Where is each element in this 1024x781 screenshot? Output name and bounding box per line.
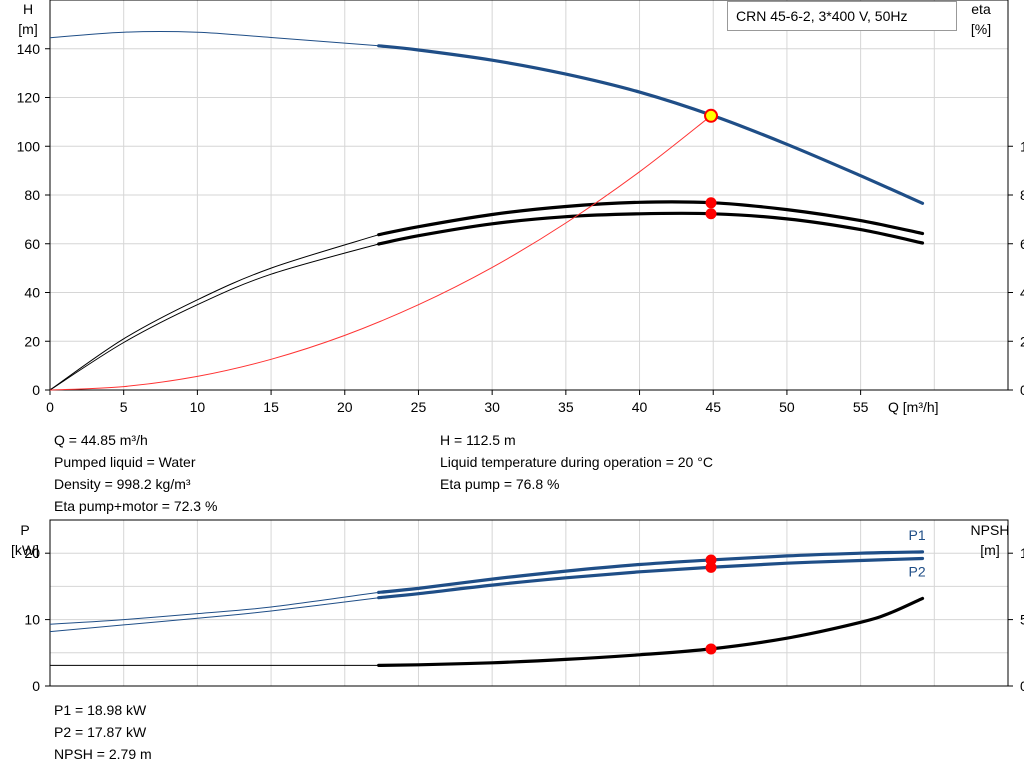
top-ytick-left: 100 (17, 138, 41, 154)
info-p2: P2 = 17.87 kW (54, 724, 147, 740)
info-bottom-block: P1 = 18.98 kW P2 = 17.87 kW NPSH = 2.79 … (54, 699, 152, 765)
top-system-curve (49, 115, 712, 391)
top-ytick-left: 120 (17, 90, 41, 106)
info-right-block: H = 112.5 m Liquid temperature during op… (440, 429, 713, 495)
xtick-label: 10 (190, 399, 206, 415)
top-ytick-left: 60 (24, 236, 40, 252)
bottom-ytick-left: 20 (24, 545, 40, 561)
info-flow: Q = 44.85 m³/h (54, 432, 148, 448)
top-ytick-left: 20 (24, 333, 40, 349)
xtick-label: 0 (46, 399, 54, 415)
bottom-P1-curve-thin (49, 591, 379, 625)
xtick-label: 40 (632, 399, 648, 415)
top-ytick-left: 80 (24, 187, 40, 203)
top-H-curve (377, 44, 925, 205)
duty-point-eta_pump (705, 197, 717, 209)
top-ytick-right: 60 (1020, 236, 1024, 252)
info-head: H = 112.5 m (440, 432, 516, 448)
top-ytick-right: 100 (1020, 138, 1024, 154)
info-eta-pump: Eta pump = 76.8 % (440, 476, 560, 492)
info-p1: P1 = 18.98 kW (54, 702, 147, 718)
top-ytick-right: 40 (1020, 285, 1024, 301)
top-ytick-right: 20 (1020, 333, 1024, 349)
bottom-chart-grid (45, 519, 1013, 687)
duty-point-eta_total (705, 208, 717, 220)
xtick-label: 25 (411, 399, 427, 415)
top-eta_total-curve-thin (49, 243, 379, 391)
top-chart-grid (45, 0, 1013, 395)
y-axis-label-right-bottom: [m] (980, 542, 999, 558)
y-axis-label-right-bottom: NPSH (971, 522, 1010, 538)
series-label-P1: P1 (909, 527, 926, 543)
x-axis-label: Q [m³/h] (888, 399, 939, 415)
y-axis-label-right-top: eta (971, 1, 991, 17)
xtick-label: 5 (120, 399, 128, 415)
info-npsh: NPSH = 2.79 m (54, 746, 152, 762)
top-ytick-right: 0 (1020, 382, 1024, 398)
series-label-P2: P2 (909, 564, 926, 580)
bottom-ytick-left: 10 (24, 612, 40, 628)
bottom-ytick-right: 10 (1020, 545, 1024, 561)
y-axis-label-left-top: [m] (18, 21, 37, 37)
bottom-chart-curves: P1 P2 (49, 527, 926, 667)
xtick-label: 20 (337, 399, 353, 415)
info-density: Density = 998.2 kg/m³ (54, 476, 191, 492)
xtick-label: 50 (779, 399, 795, 415)
chart-title-box: CRN 45-6-2, 3*400 V, 50Hz (727, 1, 957, 31)
bottom-P1-curve (377, 550, 925, 594)
y-axis-label-right-top: [%] (971, 21, 991, 37)
duty-point-NPSH (705, 643, 717, 655)
info-liquid: Pumped liquid = Water (54, 454, 196, 470)
y-axis-label-left-top: H (23, 1, 33, 17)
xtick-label: 15 (263, 399, 279, 415)
bottom-P2-curve (377, 556, 925, 600)
info-temperature: Liquid temperature during operation = 20… (440, 454, 713, 470)
xtick-label: 45 (705, 399, 721, 415)
xtick-label: 35 (558, 399, 574, 415)
top-ytick-left: 0 (32, 382, 40, 398)
top-eta_pump-curve (377, 200, 925, 237)
info-eta-total: Eta pump+motor = 72.3 % (54, 498, 218, 514)
top-ytick-left: 140 (17, 41, 41, 57)
top-H-curve-thin (49, 30, 379, 47)
top-ytick-right: 80 (1020, 187, 1024, 203)
bottom-NPSH-curve (377, 596, 925, 667)
chart-title: CRN 45-6-2, 3*400 V, 50Hz (736, 8, 908, 24)
info-left-block: Q = 44.85 m³/h Pumped liquid = Water Den… (54, 429, 217, 517)
xtick-label: 55 (853, 399, 869, 415)
y-axis-label-left-bottom: [kW] (11, 542, 39, 558)
top-eta_pump-curve-thin (49, 234, 379, 391)
y-axis-label-left-bottom: P (20, 522, 29, 538)
duty-point-H (704, 108, 719, 123)
bottom-ytick-right: 0 (1020, 678, 1024, 694)
bottom-ytick-left: 0 (32, 678, 40, 694)
bottom-ytick-right: 5 (1020, 612, 1024, 628)
top-ytick-left: 40 (24, 285, 40, 301)
axes-labels: 0204060801001201400204060801000102005100… (11, 1, 1024, 694)
top-chart-curves (49, 30, 925, 391)
duty-point-P2 (705, 561, 717, 573)
top-eta_total-curve (377, 211, 925, 246)
xtick-label: 30 (484, 399, 500, 415)
bottom-P2-curve-thin (49, 597, 379, 633)
bottom-plot-frame (49, 519, 1009, 687)
